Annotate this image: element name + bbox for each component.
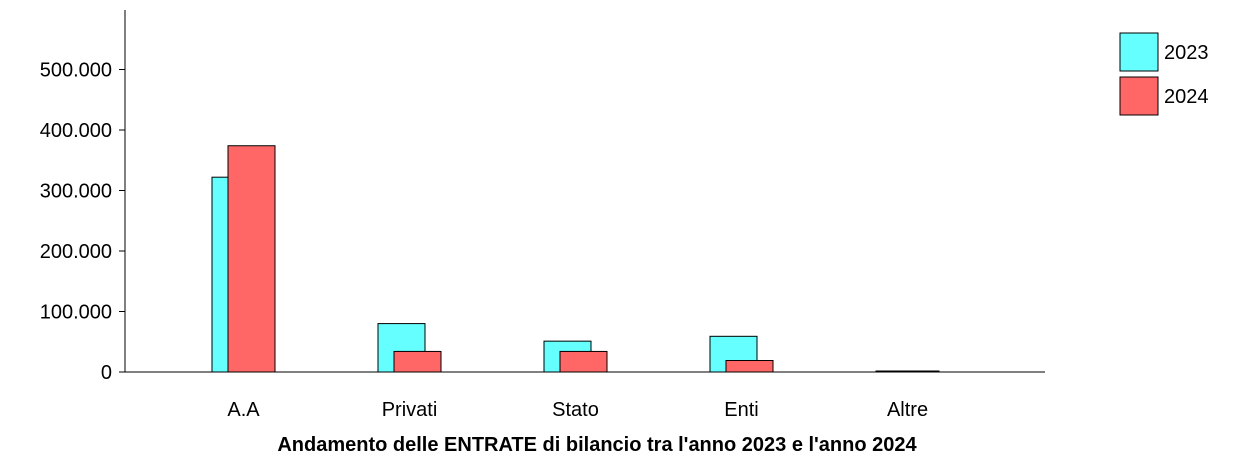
bar-2024-enti <box>725 360 774 373</box>
x-tick-label: A.A <box>227 399 260 421</box>
y-tick-label: 0 <box>101 362 112 384</box>
y-tick-label: 400.000 <box>40 120 112 142</box>
y-tick-label: 100.000 <box>40 302 112 324</box>
bars <box>211 145 940 373</box>
legend-label-2024: 2024 <box>1164 86 1209 108</box>
y-tick-label: 300.000 <box>40 181 112 203</box>
x-axis-labels: A.A Privati Stato Enti Altre <box>227 399 928 421</box>
y-axis-ticks: 0 100.000 200.000 300.000 400.000 500.000 <box>40 60 125 384</box>
x-tick-label: Stato <box>552 399 599 421</box>
chart-title: Andamento delle ENTRATE di bilancio tra … <box>277 434 917 456</box>
legend-swatch-2024 <box>1119 76 1159 116</box>
bar-2024-stato <box>559 350 608 373</box>
legend-swatch-2023 <box>1119 32 1159 72</box>
x-tick-label: Enti <box>724 399 758 421</box>
x-tick-label: Altre <box>887 399 928 421</box>
x-tick-label: Privati <box>382 399 438 421</box>
legend-label-2023: 2023 <box>1164 42 1209 64</box>
y-tick-label: 200.000 <box>40 241 112 263</box>
legend: 2023 2024 <box>1119 32 1209 116</box>
y-tick-label: 500.000 <box>40 60 112 82</box>
bar-2024-aa <box>227 145 276 373</box>
bar-2024-privati <box>393 350 442 373</box>
bar-2024-altre <box>891 370 940 373</box>
